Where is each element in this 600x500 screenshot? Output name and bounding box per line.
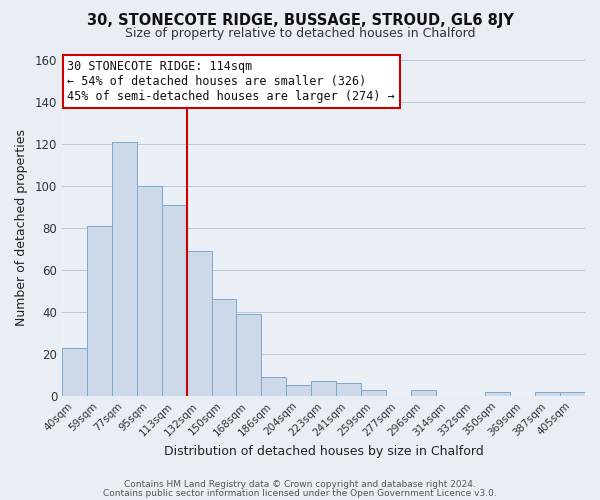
Bar	[535, 392, 560, 396]
Bar	[112, 142, 137, 396]
X-axis label: Distribution of detached houses by size in Chalford: Distribution of detached houses by size …	[164, 444, 484, 458]
Text: Contains public sector information licensed under the Open Government Licence v3: Contains public sector information licen…	[103, 488, 497, 498]
Bar	[361, 390, 386, 396]
Text: 30, STONECOTE RIDGE, BUSSAGE, STROUD, GL6 8JY: 30, STONECOTE RIDGE, BUSSAGE, STROUD, GL…	[86, 12, 514, 28]
Bar	[311, 381, 336, 396]
Bar	[137, 186, 162, 396]
Bar	[262, 377, 286, 396]
Bar	[62, 348, 87, 396]
Bar	[485, 392, 511, 396]
Bar	[286, 386, 311, 396]
Bar	[336, 383, 361, 396]
Bar	[411, 390, 436, 396]
Bar	[187, 251, 212, 396]
Bar	[560, 392, 585, 396]
Text: Size of property relative to detached houses in Chalford: Size of property relative to detached ho…	[125, 28, 475, 40]
Text: 30 STONECOTE RIDGE: 114sqm
← 54% of detached houses are smaller (326)
45% of sem: 30 STONECOTE RIDGE: 114sqm ← 54% of deta…	[67, 60, 395, 103]
Bar	[236, 314, 262, 396]
Bar	[162, 205, 187, 396]
Bar	[212, 300, 236, 396]
Bar	[87, 226, 112, 396]
Text: Contains HM Land Registry data © Crown copyright and database right 2024.: Contains HM Land Registry data © Crown c…	[124, 480, 476, 489]
Y-axis label: Number of detached properties: Number of detached properties	[15, 130, 28, 326]
